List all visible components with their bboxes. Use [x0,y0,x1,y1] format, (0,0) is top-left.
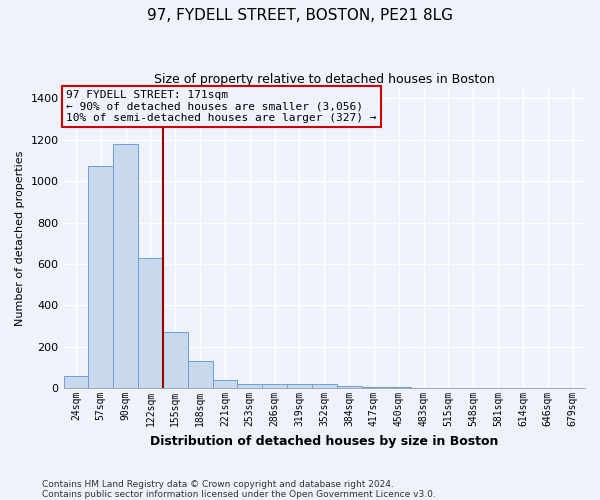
Bar [238,384,262,388]
Bar [337,386,362,388]
Bar [88,166,113,388]
Text: 97 FYDELL STREET: 171sqm
← 90% of detached houses are smaller (3,056)
10% of sem: 97 FYDELL STREET: 171sqm ← 90% of detach… [66,90,377,123]
Bar [138,258,163,388]
Bar [362,387,386,388]
Title: Size of property relative to detached houses in Boston: Size of property relative to detached ho… [154,72,494,86]
Y-axis label: Number of detached properties: Number of detached properties [15,150,25,326]
Bar [312,384,337,388]
Bar [113,144,138,388]
X-axis label: Distribution of detached houses by size in Boston: Distribution of detached houses by size … [150,434,499,448]
Bar [262,384,287,388]
Bar [64,376,88,388]
Bar [188,361,212,388]
Text: 97, FYDELL STREET, BOSTON, PE21 8LG: 97, FYDELL STREET, BOSTON, PE21 8LG [147,8,453,22]
Bar [163,332,188,388]
Text: Contains HM Land Registry data © Crown copyright and database right 2024.
Contai: Contains HM Land Registry data © Crown c… [42,480,436,499]
Bar [287,384,312,388]
Bar [212,380,238,388]
